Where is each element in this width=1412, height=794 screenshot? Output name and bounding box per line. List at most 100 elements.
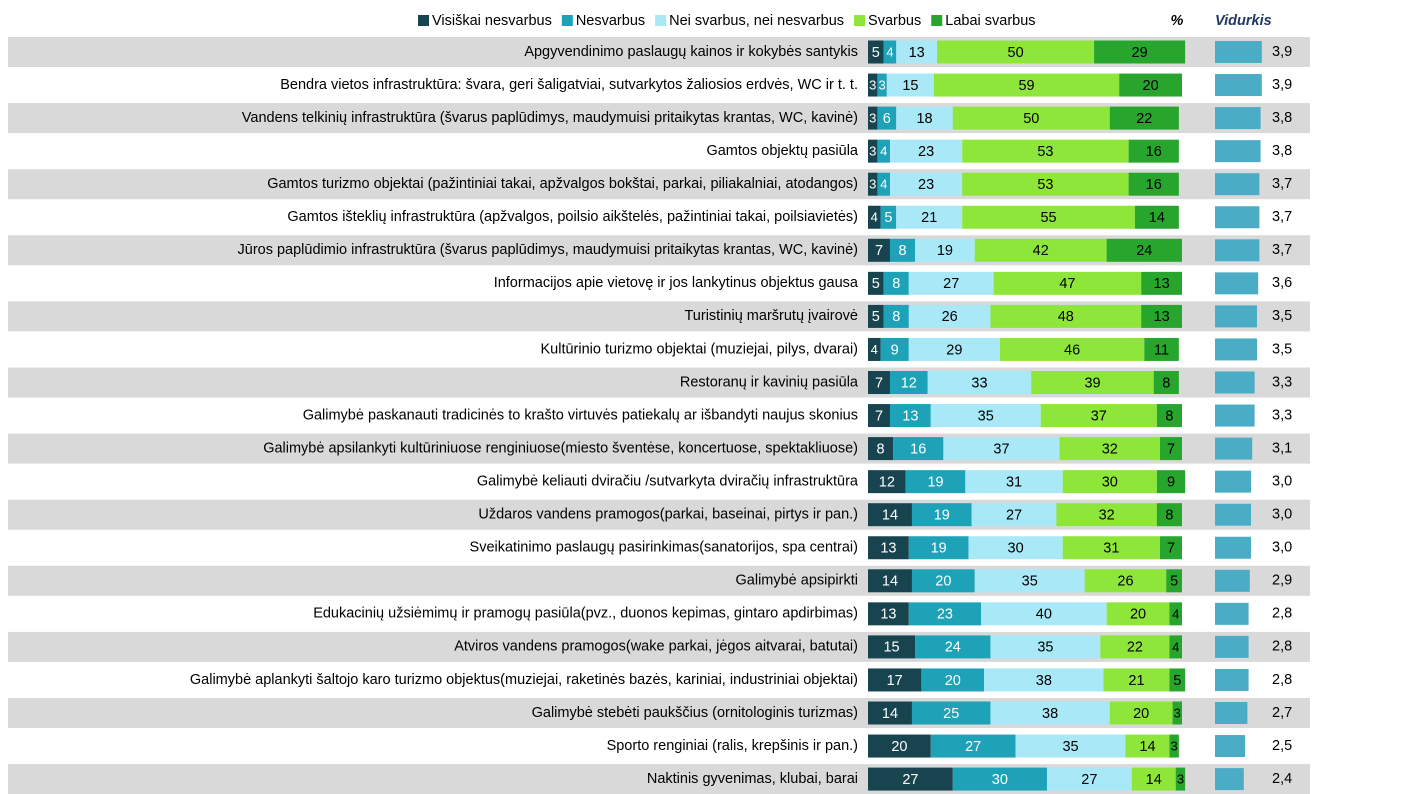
value-label: 21 — [921, 210, 937, 226]
value-label: 14 — [1139, 739, 1155, 755]
average-bar — [1215, 140, 1261, 163]
bar-segment — [930, 734, 1016, 758]
bar-segment — [868, 602, 909, 626]
bar-segment — [974, 238, 1107, 262]
bar-segment — [1169, 602, 1182, 626]
value-label: 9 — [891, 342, 899, 358]
category-label: Gamtos turizmo objektai (pažintiniai tak… — [267, 176, 858, 192]
bar-segment — [1015, 734, 1126, 758]
bar-segment — [868, 73, 878, 97]
bar-segment — [868, 701, 912, 725]
category-label: Atviros vandens pramogos(wake parkai, jė… — [454, 639, 858, 655]
value-label: 14 — [1146, 772, 1162, 788]
bar-segment — [889, 139, 963, 163]
average-bar — [1215, 107, 1261, 130]
legend-swatch — [931, 15, 943, 26]
bar-segment — [896, 106, 953, 130]
bar-segment — [1094, 40, 1186, 64]
bar-segment — [893, 437, 944, 461]
bar-segment — [911, 569, 975, 593]
value-label: 32 — [1102, 441, 1118, 457]
value-label: 20 — [1143, 78, 1159, 94]
average-bar — [1215, 470, 1251, 493]
value-label: 5 — [872, 309, 880, 325]
value-label: 9 — [1167, 474, 1175, 490]
value-label: 47 — [1059, 276, 1075, 292]
value-label: 33 — [971, 375, 987, 391]
bar-segment — [908, 602, 982, 626]
bar-segment — [974, 569, 1085, 593]
average-label: 3,0 — [1272, 540, 1292, 556]
average-label: 3,7 — [1272, 209, 1292, 225]
bar-segment — [883, 40, 897, 64]
category-label: Jūros paplūdimio infrastruktūra (švarus … — [238, 242, 859, 258]
bar-segment — [1106, 238, 1182, 262]
average-bar — [1215, 206, 1260, 229]
value-label: 35 — [978, 408, 994, 424]
bar-segment — [1059, 437, 1161, 461]
value-label: 3 — [879, 77, 886, 92]
value-label: 11 — [1154, 342, 1169, 358]
bar-segment — [937, 40, 1095, 64]
value-label: 32 — [1099, 508, 1115, 524]
average-label: 2,7 — [1272, 705, 1292, 721]
average-label: 3,8 — [1272, 143, 1292, 159]
bar-segment — [868, 139, 878, 163]
bar-segment — [868, 304, 884, 328]
value-label: 5 — [872, 276, 880, 292]
average-bar — [1215, 602, 1249, 625]
average-label: 2,8 — [1272, 672, 1292, 688]
legend-label: Visiškai nesvarbus — [432, 13, 552, 29]
value-label: 4 — [871, 342, 878, 357]
value-label: 3 — [869, 77, 876, 92]
bar-segment — [921, 668, 985, 692]
value-label: 7 — [1167, 541, 1175, 557]
value-label: 22 — [1136, 111, 1152, 127]
value-label: 30 — [1008, 541, 1024, 557]
value-label: 30 — [992, 772, 1008, 788]
bar-segment — [896, 40, 938, 64]
value-label: 13 — [880, 607, 896, 623]
average-label: 3,6 — [1272, 275, 1292, 291]
average-bar — [1215, 635, 1249, 658]
value-label: 4 — [886, 44, 893, 59]
value-label: 27 — [902, 772, 918, 788]
average-label: 3,9 — [1272, 77, 1292, 93]
bar-segment — [877, 139, 890, 163]
category-label: Galimybė keliauti dviračiu /sutvarkyta d… — [477, 473, 859, 489]
bar-segment — [1084, 569, 1167, 593]
legend-label: Nesvarbus — [576, 13, 645, 29]
bar-segment — [908, 536, 969, 560]
bar-segment — [1109, 106, 1179, 130]
value-label: 53 — [1037, 144, 1053, 160]
bar-segment — [981, 602, 1107, 626]
bar-segment — [868, 205, 881, 229]
bar-segment — [1040, 404, 1157, 428]
bar-segment — [1153, 371, 1179, 394]
value-label: 3 — [1171, 738, 1178, 753]
value-label: 13 — [909, 45, 925, 61]
value-label: 3 — [869, 177, 876, 192]
average-label: 3,0 — [1272, 507, 1292, 523]
average-bar — [1215, 272, 1259, 295]
value-label: 24 — [1136, 243, 1152, 259]
bar-segment — [962, 139, 1129, 163]
average-label: 2,4 — [1272, 771, 1292, 787]
value-label: 4 — [880, 177, 887, 192]
value-label: 14 — [1149, 210, 1165, 226]
bar-segment — [968, 536, 1063, 560]
value-label: 35 — [1037, 640, 1053, 656]
average-bar — [1215, 371, 1255, 394]
value-label: 5 — [1173, 673, 1181, 689]
bar-segment — [990, 304, 1142, 328]
category-label: Galimybė apsilankyti kultūriniuose rengi… — [263, 440, 858, 456]
legend-swatch — [418, 15, 429, 26]
average-bar — [1215, 668, 1249, 691]
value-label: 22 — [1127, 640, 1143, 656]
value-label: 42 — [1033, 243, 1049, 259]
bar-segment — [868, 437, 894, 461]
bar-segment — [880, 337, 909, 361]
value-label: 5 — [884, 210, 892, 226]
value-label: 4 — [871, 210, 878, 225]
bar-segment — [1160, 536, 1182, 560]
